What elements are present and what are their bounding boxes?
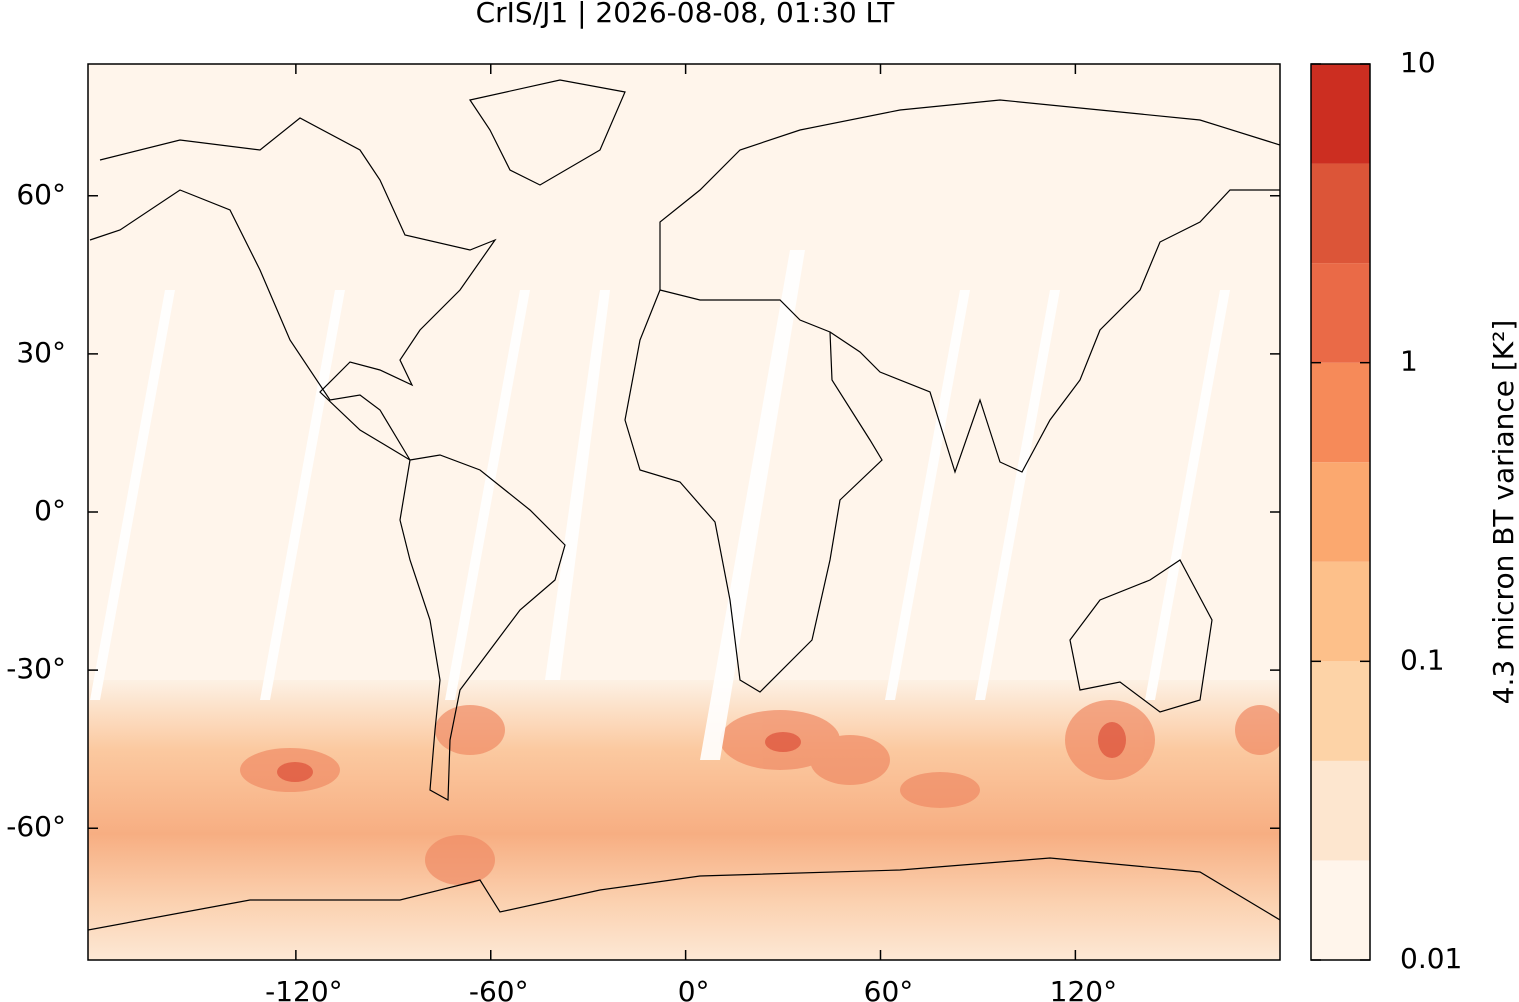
colorbar-band [1311, 561, 1370, 662]
x-tick-label: 120° [1050, 975, 1117, 1002]
x-tick-label: -120° [265, 975, 343, 1002]
colorbar-band [1311, 661, 1370, 761]
chart-title: CrIS/J1 | 2026-08-08, 01:30 LT [476, 0, 896, 29]
coastline [659, 99, 1280, 474]
y-tick-label: 60° [16, 178, 66, 211]
coastline [624, 289, 883, 693]
coastline [399, 454, 566, 802]
coastline [89, 117, 497, 461]
coastline [1069, 559, 1213, 713]
colorbar-frame [1310, 63, 1371, 961]
colorbar-band [1311, 362, 1370, 463]
colorbar-band [1311, 163, 1370, 264]
coastline [88, 857, 1280, 931]
colorbar-label: 4.3 micron BT variance [K²] [1487, 320, 1519, 705]
colorbar-band [1311, 462, 1370, 562]
colorbar-tick-label: 0.01 [1400, 942, 1462, 975]
coastline [469, 79, 626, 186]
colorbar-tick-label: 10 [1400, 46, 1436, 79]
colorbar-band [1311, 860, 1370, 960]
y-tick-label: 30° [16, 336, 66, 369]
map-field [88, 64, 1280, 960]
colorbar-tick-label: 1 [1400, 345, 1418, 378]
y-tick-label: 0° [34, 494, 66, 527]
x-tick-label: -60° [469, 975, 529, 1002]
colorbar-band [1311, 64, 1370, 164]
colorbar-tick-label: 0.1 [1400, 643, 1445, 676]
colorbar-band [1311, 760, 1370, 861]
y-tick-label: -60° [6, 810, 66, 843]
x-tick-label: 0° [678, 975, 710, 1002]
y-tick-label: -30° [6, 652, 66, 685]
x-tick-label: 60° [864, 975, 914, 1002]
colorbar-band [1311, 263, 1370, 363]
